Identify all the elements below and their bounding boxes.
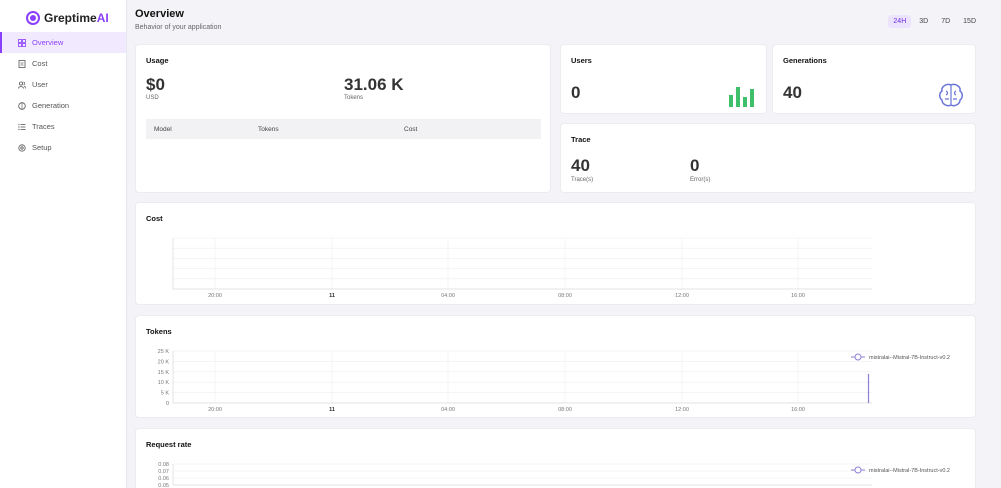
x-tick-label: 12:00: [675, 407, 689, 413]
sidebar: GreptimeAI Overview Cost User Generation Tra…: [0, 0, 127, 488]
main-content: Overview Behavior of your application 24…: [127, 0, 1001, 488]
col-tokens: Tokens: [258, 125, 279, 133]
legend-marker[interactable]: [854, 353, 862, 361]
x-tick-label: 16:00: [791, 293, 805, 299]
usage-title: Usage: [146, 56, 169, 65]
legend-label[interactable]: mistralai--Mistral-7B-Instruct-v0.2: [869, 468, 950, 474]
sidebar-item-overview[interactable]: Overview: [0, 32, 126, 53]
errors-value: 0: [690, 156, 700, 175]
y-tick-label: 10 K: [158, 380, 170, 386]
x-tick-label: 04:00: [441, 293, 455, 299]
range-3d[interactable]: 3D: [919, 18, 929, 25]
range-7d[interactable]: 7D: [941, 18, 951, 25]
request-rate-chart: 0.080.070.060.05 mistralai--Mistral-7B-In…: [158, 462, 950, 488]
grid-icon: [18, 38, 26, 47]
gear-icon: [18, 143, 26, 152]
tokens-chart-title: Tokens: [146, 327, 172, 336]
brand-name: GreptimeAI: [44, 11, 109, 25]
sidebar-item-label: Generation: [32, 101, 70, 110]
generations-title: Generations: [783, 56, 827, 65]
errors-label: Error(s): [690, 177, 711, 183]
legend-marker[interactable]: [854, 466, 862, 474]
x-tick-label: 20:00: [208, 407, 222, 413]
sidebar-item-traces[interactable]: Traces: [0, 116, 126, 137]
cost-chart-card: Cost 20:00 11 04:00 08:00 12:00 16:00: [135, 202, 976, 305]
y-tick-label: 15 K: [158, 370, 170, 376]
sidebar-item-user[interactable]: User: [0, 74, 126, 95]
col-model: Model: [154, 125, 172, 133]
page-title: Overview: [135, 8, 184, 20]
generations-value: 40: [783, 83, 802, 102]
brand-logo[interactable]: GreptimeAI: [0, 0, 126, 28]
bar-chart-icon: [729, 87, 754, 107]
sidebar-item-label: Overview: [32, 38, 64, 47]
sidebar-item-label: Setup: [32, 143, 52, 152]
cost-value: $0: [146, 75, 165, 94]
generations-card: Generations 40: [772, 44, 976, 114]
traces-value: 40: [571, 156, 590, 175]
tokens-unit: Tokens: [344, 95, 364, 101]
y-tick-label: 25 K: [158, 349, 170, 355]
y-tick-label: 0: [166, 401, 169, 407]
tokens-chart: 20:00 11 04:00 08:00 12:00 16:00 25 K 20 K 15 K 1…: [158, 349, 950, 413]
users-value: 0: [571, 83, 581, 102]
brain-icon: [18, 101, 26, 110]
y-tick-label: 0.06: [158, 476, 169, 482]
y-tick-label: 0.08: [158, 462, 169, 468]
logo-icon: [26, 11, 40, 25]
users-card: Users 0: [560, 44, 767, 114]
list-icon: [18, 123, 26, 131]
y-tick-label: 0.05: [158, 483, 169, 488]
request-rate-chart-title: Request rate: [146, 440, 192, 449]
request-rate-chart-card: Request rate 0.08 0.07 0.06 0.05 mistralai--…: [135, 428, 976, 488]
sidebar-item-label: Cost: [32, 59, 48, 68]
usage-card: Usage $0 USD 31.06 K Tokens Model Tokens…: [135, 44, 551, 193]
sidebar-item-label: User: [32, 80, 48, 89]
y-tick-label: 20 K: [158, 359, 170, 365]
x-tick-label: 08:00: [558, 293, 572, 299]
sidebar-item-cost[interactable]: Cost: [0, 53, 126, 74]
range-24h[interactable]: 24H: [888, 15, 912, 28]
sidebar-item-label: Traces: [32, 122, 55, 131]
tokens-chart-card: Tokens 20:00 11 04:00 08:00 12:00 16:00 25 K 20…: [135, 315, 976, 418]
cost-chart: 20:00 11 04:00 08:00 12:00 16:00: [172, 237, 872, 299]
usage-table-header: Model Tokens Cost: [146, 119, 541, 139]
cost-unit: USD: [146, 95, 159, 101]
sidebar-nav: Overview Cost User Generation Traces Setup: [0, 32, 126, 158]
traces-label: Trace(s): [571, 177, 594, 183]
y-tick-label: 5 K: [161, 391, 170, 397]
time-range-selector: 24H 3D 7D 15D: [888, 15, 981, 28]
tokens-value: 31.06 K: [344, 75, 404, 94]
users-title: Users: [571, 56, 592, 65]
legend-label[interactable]: mistralai--Mistral-7B-Instruct-v0.2: [869, 355, 950, 361]
x-tick-label: 20:00: [208, 293, 222, 299]
cost-chart-title: Cost: [146, 214, 163, 223]
range-15d[interactable]: 15D: [963, 18, 976, 25]
trace-title: Trace: [571, 135, 591, 144]
receipt-icon: [18, 59, 26, 68]
sidebar-item-generation[interactable]: Generation: [0, 95, 126, 116]
x-tick-label: 11: [329, 293, 335, 299]
x-tick-label: 11: [329, 407, 335, 413]
trace-card: Trace 40 Trace(s) 0 Error(s): [560, 123, 976, 193]
x-tick-label: 16:00: [791, 407, 805, 413]
x-tick-label: 08:00: [558, 407, 572, 413]
x-tick-label: 12:00: [675, 293, 689, 299]
y-tick-label: 0.07: [158, 469, 169, 475]
sidebar-item-setup[interactable]: Setup: [0, 137, 126, 158]
users-icon: [18, 80, 26, 89]
col-cost: Cost: [404, 125, 418, 133]
x-tick-label: 04:00: [441, 407, 455, 413]
brain-icon: [939, 83, 963, 107]
page-subtitle: Behavior of your application: [135, 24, 222, 31]
